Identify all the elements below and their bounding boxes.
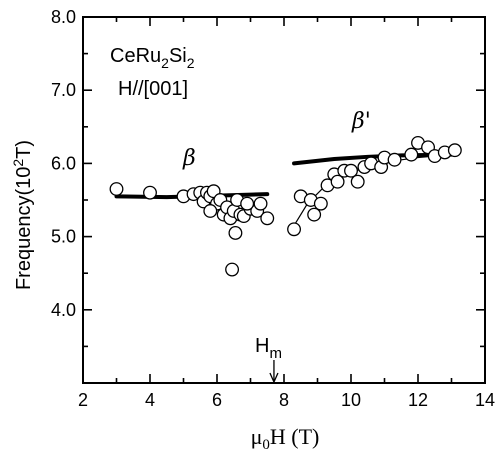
x-tick-label: 12 bbox=[408, 390, 428, 410]
x-tick-label: 8 bbox=[279, 390, 289, 410]
hm-arrow-head bbox=[269, 372, 279, 384]
tick-marks bbox=[82, 16, 486, 383]
y-axis-label: Frequency(102T) bbox=[10, 140, 35, 290]
y-tick-label: 8.0 bbox=[51, 7, 76, 27]
beta-prime-branch-label: β' bbox=[351, 109, 371, 134]
beta-branch-label: β bbox=[182, 146, 196, 171]
data-point-series-2 bbox=[350, 174, 365, 189]
x-tick-label: 14 bbox=[475, 390, 495, 410]
plot-frame bbox=[82, 16, 486, 384]
data-point-series-1 bbox=[260, 211, 275, 226]
data-point-series-1 bbox=[203, 204, 218, 218]
data-point-series-1 bbox=[228, 225, 243, 240]
sample-formula: CeRu2Si2 bbox=[110, 45, 195, 71]
data-point-series-2 bbox=[387, 152, 402, 167]
hm-arrow bbox=[269, 360, 279, 384]
y-tick-label: 5.0 bbox=[51, 227, 76, 247]
data-point-series-1 bbox=[143, 185, 157, 200]
data-points bbox=[109, 135, 462, 277]
data-point-series-1 bbox=[109, 182, 124, 196]
data-point-series-2 bbox=[344, 163, 358, 178]
x-tick-label: 6 bbox=[212, 390, 222, 410]
data-point-series-1 bbox=[253, 196, 268, 211]
data-point-series-2 bbox=[313, 196, 328, 211]
data-point-series-2 bbox=[404, 147, 419, 162]
x-tick-label: 2 bbox=[78, 390, 88, 410]
fit-curves bbox=[114, 152, 454, 226]
field-direction: H//[001] bbox=[118, 78, 188, 100]
data-point-series-2 bbox=[447, 143, 462, 158]
y-tick-label: 7.0 bbox=[51, 80, 76, 100]
x-axis-label: μ0H (T) bbox=[251, 424, 320, 453]
axes-frame bbox=[82, 16, 486, 384]
data-point-series-2 bbox=[287, 222, 302, 237]
data-point-series-2 bbox=[330, 174, 345, 189]
y-tick-label: 4.0 bbox=[51, 300, 76, 320]
x-tick-label: 4 bbox=[145, 390, 155, 410]
data-point-series-1 bbox=[225, 262, 240, 277]
x-tick-label: 10 bbox=[341, 390, 361, 410]
data-point-series-2 bbox=[307, 207, 322, 222]
tick-labels: 2 4 6 8 10 12 14 4.0 5.0 6.0 7.0 8.0 bbox=[51, 7, 495, 410]
data-point-series-1 bbox=[240, 196, 255, 211]
y-tick-label: 6.0 bbox=[51, 153, 76, 173]
hm-label: Hm bbox=[255, 335, 282, 362]
